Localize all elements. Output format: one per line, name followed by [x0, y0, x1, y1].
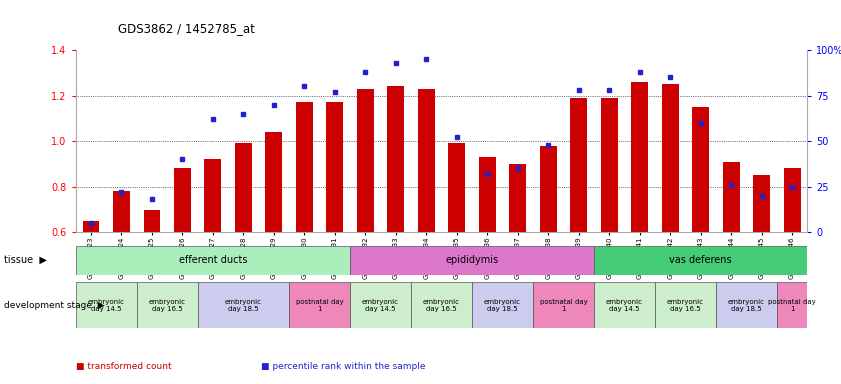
- Bar: [174, 169, 191, 232]
- Text: embryonic
day 14.5: embryonic day 14.5: [87, 299, 124, 312]
- Bar: [533, 282, 594, 328]
- Bar: [655, 282, 716, 328]
- Text: embryonic
day 18.5: embryonic day 18.5: [225, 299, 262, 312]
- Text: postnatal day
1: postnatal day 1: [540, 299, 587, 312]
- Bar: [198, 282, 289, 328]
- Bar: [594, 282, 655, 328]
- Bar: [357, 89, 373, 232]
- Bar: [662, 84, 679, 232]
- Bar: [144, 210, 161, 232]
- Text: embryonic
day 16.5: embryonic day 16.5: [423, 299, 460, 312]
- Bar: [777, 282, 807, 328]
- Text: ■ percentile rank within the sample: ■ percentile rank within the sample: [261, 362, 426, 371]
- Bar: [76, 282, 136, 328]
- Text: epididymis: epididymis: [446, 255, 499, 265]
- Text: embryonic
day 18.5: embryonic day 18.5: [728, 299, 764, 312]
- Bar: [350, 282, 411, 328]
- Bar: [235, 143, 251, 232]
- Bar: [326, 103, 343, 232]
- Text: tissue  ▶: tissue ▶: [4, 255, 47, 265]
- Bar: [632, 82, 648, 232]
- Text: development stage  ▶: development stage ▶: [4, 301, 105, 310]
- Bar: [594, 246, 807, 275]
- Bar: [722, 162, 739, 232]
- Bar: [113, 191, 130, 232]
- Text: ■ transformed count: ■ transformed count: [76, 362, 172, 371]
- Bar: [754, 175, 770, 232]
- Bar: [692, 107, 709, 232]
- Bar: [388, 86, 405, 232]
- Text: embryonic
day 14.5: embryonic day 14.5: [606, 299, 643, 312]
- Bar: [418, 89, 435, 232]
- Text: GDS3862 / 1452785_at: GDS3862 / 1452785_at: [118, 22, 255, 35]
- Text: postnatal day
1: postnatal day 1: [296, 299, 343, 312]
- Bar: [411, 282, 472, 328]
- Bar: [204, 159, 221, 232]
- Bar: [82, 221, 99, 232]
- Bar: [472, 282, 533, 328]
- Text: embryonic
day 16.5: embryonic day 16.5: [667, 299, 704, 312]
- Bar: [600, 98, 617, 232]
- Text: embryonic
day 14.5: embryonic day 14.5: [362, 299, 399, 312]
- Bar: [266, 132, 283, 232]
- Bar: [296, 103, 313, 232]
- Bar: [76, 246, 350, 275]
- Bar: [448, 143, 465, 232]
- Bar: [540, 146, 557, 232]
- Bar: [479, 157, 495, 232]
- Bar: [510, 164, 526, 232]
- Bar: [289, 282, 350, 328]
- Bar: [570, 98, 587, 232]
- Text: embryonic
day 18.5: embryonic day 18.5: [484, 299, 521, 312]
- Bar: [136, 282, 198, 328]
- Bar: [784, 169, 801, 232]
- Text: efferent ducts: efferent ducts: [178, 255, 247, 265]
- Text: embryonic
day 16.5: embryonic day 16.5: [149, 299, 186, 312]
- Bar: [350, 246, 594, 275]
- Text: postnatal day
1: postnatal day 1: [768, 299, 816, 312]
- Text: vas deferens: vas deferens: [669, 255, 732, 265]
- Bar: [716, 282, 777, 328]
